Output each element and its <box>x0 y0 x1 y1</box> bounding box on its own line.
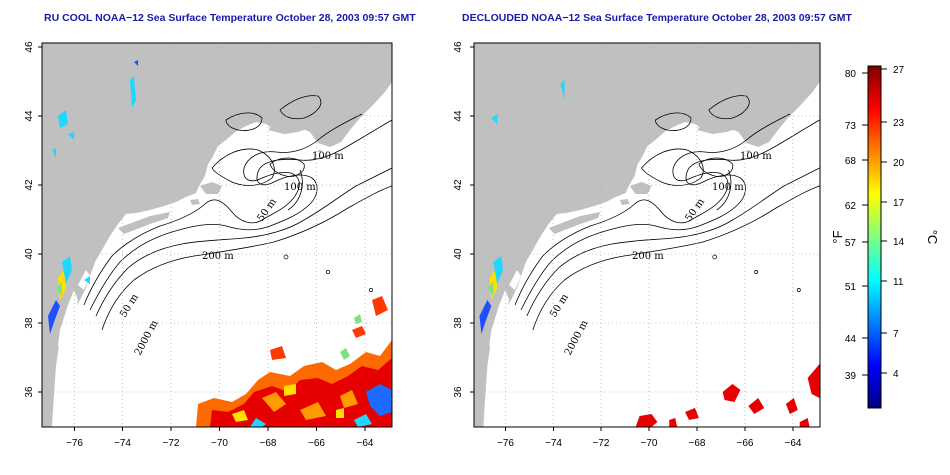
right-contour-label-100m-a: 100 m <box>740 151 772 162</box>
left-lat-tick: 42 <box>24 179 35 191</box>
left-lon-tick: −70 <box>211 438 228 449</box>
colorbar-f-tick: 51 <box>845 282 857 293</box>
left-panel-title: RU COOL NOAA−12 Sea Surface Temperature … <box>44 12 416 24</box>
right-lat-tick: 44 <box>453 110 464 122</box>
left-lat-tick: 46 <box>24 41 35 53</box>
colorbar-c-tick: 23 <box>893 118 905 129</box>
left-lat-tick: 36 <box>24 386 35 398</box>
left-map-frame <box>41 42 393 428</box>
left-contour-label-100m-b: 100 m <box>284 182 316 193</box>
right-map-frame <box>473 42 821 428</box>
colorbar-f-tick: 62 <box>845 201 857 212</box>
colorbar-fahrenheit-label: °F <box>830 230 845 243</box>
colorbar-c-tick: 17 <box>893 198 905 209</box>
colorbar-f-tick: 73 <box>845 121 857 132</box>
right-lon-tick: −70 <box>641 438 658 449</box>
left-lat-tick: 44 <box>24 110 35 122</box>
right-lon-tick: −72 <box>593 438 610 449</box>
left-lat-tick: 40 <box>24 248 35 260</box>
colorbar-c-tick: 7 <box>893 329 899 340</box>
right-lon-tick: −64 <box>785 438 802 449</box>
left-lon-tick: −72 <box>163 438 180 449</box>
left-lon-tick: −74 <box>114 438 131 449</box>
right-lon-tick: −68 <box>689 438 706 449</box>
left-contour-label-200m: 200 m <box>202 251 234 262</box>
right-lon-tick: −74 <box>545 438 562 449</box>
left-lon-tick: −68 <box>260 438 277 449</box>
right-map-panel: 100 m 100 m 50 m 200 m 50 m 2000 m −76 −… <box>453 41 821 449</box>
colorbar-f-tick: 44 <box>845 334 857 345</box>
right-lat-tick: 38 <box>453 317 464 329</box>
colorbar-c-tick: 4 <box>893 369 899 380</box>
right-contour-label-200m: 200 m <box>632 251 664 262</box>
right-lat-tick: 36 <box>453 386 464 398</box>
colorbar-c-tick: 27 <box>893 65 905 76</box>
right-lon-tick: −76 <box>497 438 514 449</box>
left-sst-field <box>48 60 392 427</box>
left-lon-tick: −76 <box>66 438 83 449</box>
colorbar-c-tick: 20 <box>893 158 905 169</box>
colorbar-f-tick: 57 <box>845 238 857 249</box>
right-sst-field <box>479 80 820 427</box>
right-lat-tick: 46 <box>453 41 464 53</box>
temperature-colorbar: 80 73 68 62 57 51 44 39 27 23 20 17 14 1… <box>830 65 940 409</box>
left-lat-tick: 38 <box>24 317 35 329</box>
colorbar-celsius-label: °C <box>925 230 940 245</box>
right-lat-tick: 42 <box>453 179 464 191</box>
right-panel-title: DECLOUDED NOAA−12 Sea Surface Temperatur… <box>462 12 852 24</box>
left-map-panel: 100 m 100 m 50 m 200 m 50 m 2000 m −76 −… <box>24 41 393 449</box>
colorbar-gradient <box>867 65 882 409</box>
colorbar-c-tick: 11 <box>893 277 904 288</box>
right-lat-tick: 40 <box>453 248 464 260</box>
colorbar-f-tick: 68 <box>845 156 857 167</box>
colorbar-f-tick: 39 <box>845 371 857 382</box>
colorbar-f-tick: 80 <box>845 69 857 80</box>
colorbar-c-tick: 14 <box>893 237 905 248</box>
right-lon-tick: −66 <box>737 438 754 449</box>
right-contour-label-100m-b: 100 m <box>712 182 744 193</box>
left-lon-tick: −66 <box>308 438 325 449</box>
left-contour-label-100m-a: 100 m <box>312 151 344 162</box>
left-lon-tick: −64 <box>357 438 374 449</box>
